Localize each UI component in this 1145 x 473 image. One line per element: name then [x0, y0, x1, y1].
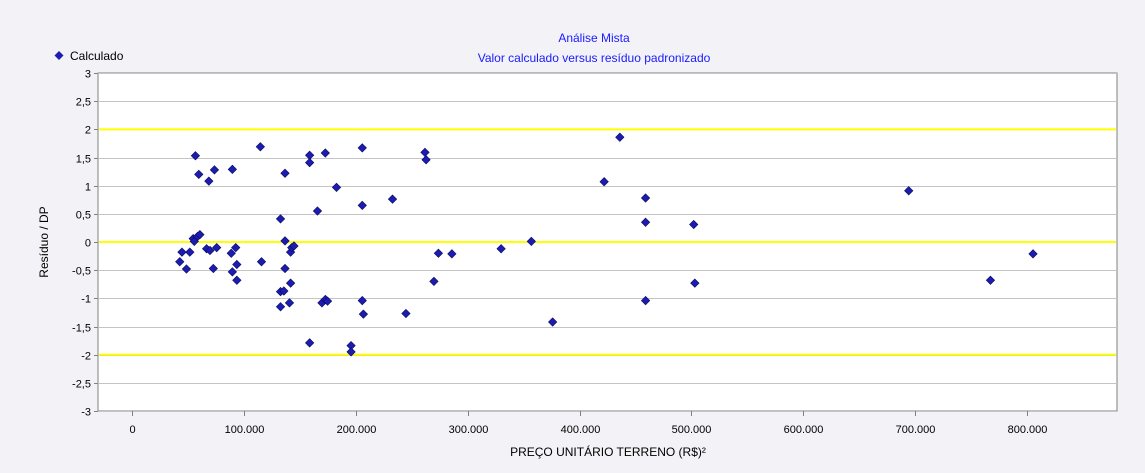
x-tick-label: 800.000 [1008, 424, 1048, 436]
data-point-calculado [357, 143, 367, 153]
x-tick-label: 100.000 [225, 424, 265, 436]
data-point-calculado [255, 142, 265, 152]
y-axis-ticks: 3 2,5 2 1,5 1 0,5 0 -0,5 -1 -1,5 -2 -2,5 -3 [72, 69, 98, 419]
data-point-calculado [185, 247, 195, 257]
data-point-calculado [401, 308, 411, 319]
data-point-calculado [280, 236, 290, 246]
x-tick-label: 0 [129, 424, 135, 436]
y-tick-label: -3 [81, 407, 91, 419]
data-point-calculado [289, 241, 299, 251]
data-point-calculado [305, 157, 315, 168]
data-point-calculado [526, 236, 536, 247]
data-point-calculado [279, 286, 289, 296]
data-point-calculado [387, 194, 398, 204]
data-point-calculado [322, 296, 333, 306]
legend-marker-calculado [54, 51, 64, 60]
data-point-calculado [208, 263, 218, 274]
data-point-calculado [285, 278, 296, 288]
data-point-calculado [212, 243, 222, 253]
data-point-calculado [232, 275, 242, 285]
data-point-calculado [275, 214, 286, 224]
x-tick-label: 700.000 [896, 424, 936, 436]
x-tick-label: 400.000 [561, 424, 601, 436]
data-point-calculado [226, 248, 236, 258]
data-point-calculado [433, 248, 444, 258]
data-point-calculado [284, 298, 295, 308]
x-axis-ticks: 0 100.000 200.000 300.000 400.000 500.000 600.… [129, 411, 1047, 436]
y-tick-label: -2,5 [72, 379, 91, 391]
data-point-calculado [640, 295, 651, 306]
x-axis-title: PREÇO UNITÁRIO TERRENO (R$)² [510, 444, 706, 459]
data-point-calculado [985, 275, 996, 285]
y-tick-label: 2 [85, 125, 91, 137]
data-point-calculado [904, 186, 914, 196]
data-point-calculado [227, 267, 237, 277]
y-tick-label: 3 [85, 69, 91, 81]
data-point-calculado [429, 276, 439, 287]
data-point-calculado [357, 200, 367, 211]
data-point-calculado [640, 193, 651, 203]
legend: Calculado [54, 49, 124, 63]
data-point-calculado [358, 309, 369, 319]
y-tick-label: 2,5 [76, 97, 91, 109]
data-point-calculado [305, 338, 315, 348]
y-tick-label: 1 [85, 182, 91, 194]
legend-label-calculado: Calculado [70, 49, 124, 63]
data-point-calculado [690, 278, 700, 288]
data-point-calculado [195, 230, 205, 240]
y-tick-label: 1,5 [76, 154, 91, 166]
x-tick-label: 500.000 [672, 424, 712, 436]
y-tick-label: -1,5 [72, 323, 91, 335]
y-tick-label: 0 [85, 238, 91, 250]
data-point-calculado [357, 295, 367, 306]
data-point-calculado [275, 302, 286, 312]
y-tick-label: -0,5 [72, 266, 91, 278]
x-tick-label: 200.000 [337, 424, 377, 436]
x-tick-label: 600.000 [784, 424, 824, 436]
data-point-calculado [205, 245, 215, 256]
data-point-calculado [204, 176, 214, 186]
data-point-calculado [599, 177, 609, 187]
data-point-calculado [177, 247, 187, 257]
data-points [175, 132, 1038, 357]
reference-lines [99, 128, 1116, 356]
data-point-calculado [421, 155, 431, 165]
chart-subtitle: Valor calculado versus resíduo padroniza… [478, 51, 711, 65]
data-point-calculado [496, 244, 506, 254]
data-point-calculado [1028, 249, 1038, 259]
data-point-calculado [346, 347, 356, 357]
data-point-calculado [320, 148, 330, 158]
x-tick-label: 300.000 [449, 424, 489, 436]
data-point-calculado [256, 257, 267, 267]
y-axis-title: Resíduo / DP [37, 206, 51, 277]
data-point-calculado [194, 169, 204, 180]
data-point-calculado [640, 217, 651, 227]
y-tick-label: -1 [81, 294, 91, 306]
y-tick-label: -2 [81, 351, 91, 363]
data-point-calculado [190, 151, 201, 161]
data-point-calculado [312, 206, 323, 216]
data-point-calculado [232, 259, 242, 270]
data-point-calculado [280, 263, 290, 274]
data-point-calculado [548, 317, 558, 327]
data-point-calculado [331, 182, 342, 192]
data-point-calculado [447, 249, 457, 259]
data-point-calculado [689, 219, 699, 230]
chart-title: Análise Mista [558, 31, 630, 45]
data-point-calculado [231, 243, 241, 253]
data-point-calculado [181, 264, 192, 274]
data-point-calculado [175, 257, 185, 267]
data-point-calculado [209, 165, 220, 175]
data-point-calculado [615, 132, 625, 142]
data-point-calculado [280, 168, 290, 178]
y-tick-label: 0,5 [76, 210, 91, 222]
data-point-calculado [227, 164, 237, 174]
